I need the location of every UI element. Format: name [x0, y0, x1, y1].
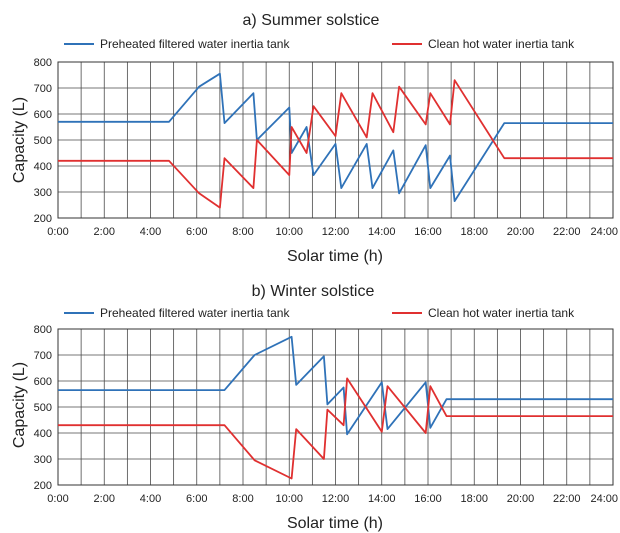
x-tick-label: 0:00: [47, 493, 68, 505]
x-tick-label: 2:00: [94, 226, 115, 238]
x-tick-label: 4:00: [140, 226, 161, 238]
chart-title: a) Summer solstice: [243, 12, 380, 29]
y-tick-label: 800: [34, 324, 52, 336]
x-axis-title: Solar time (h): [287, 248, 383, 265]
x-tick-label: 24:00: [590, 493, 618, 505]
legend-label-clean: Clean hot water inertia tank: [428, 306, 575, 320]
y-axis-title: Capacity (L): [11, 362, 28, 448]
x-tick-label: 8:00: [232, 226, 253, 238]
x-axis-title: Solar time (h): [287, 515, 383, 532]
series-line-clean: [58, 377, 613, 480]
x-tick-label: 6:00: [186, 226, 207, 238]
x-tick-label: 20:00: [507, 226, 535, 238]
chart-winter-solstice: b) Winter solstice Preheated filtered wa…: [11, 283, 618, 532]
x-tick-label: 10:00: [275, 226, 303, 238]
y-tick-label: 600: [34, 109, 52, 121]
x-tick-label: 8:00: [232, 493, 253, 505]
x-tick-label: 0:00: [47, 226, 68, 238]
x-tick-label: 18:00: [460, 226, 488, 238]
chart-summer-solstice: a) Summer solstice Preheated filtered wa…: [11, 12, 618, 265]
series-line-preheated: [58, 72, 613, 203]
y-tick-label: 800: [34, 57, 52, 69]
y-tick-label: 400: [34, 161, 52, 173]
y-tick-label: 300: [34, 454, 52, 466]
plot-area: 200 300 400 500 600 700 800 0:00 2:00 4:00 6:00 8:0…: [34, 324, 618, 505]
x-tick-label: 12:00: [322, 226, 350, 238]
x-tick-label: 14:00: [368, 493, 396, 505]
y-tick-label: 600: [34, 376, 52, 388]
x-tick-label: 12:00: [322, 493, 350, 505]
y-tick-label: 500: [34, 135, 52, 147]
y-tick-label: 700: [34, 350, 52, 362]
x-tick-label: 14:00: [368, 226, 396, 238]
plot-border: [57, 61, 614, 219]
x-tick-label: 6:00: [186, 493, 207, 505]
x-tick-label: 4:00: [140, 493, 161, 505]
series-line-preheated: [58, 335, 613, 436]
x-tick-label: 16:00: [414, 226, 442, 238]
y-tick-label: 200: [34, 213, 52, 225]
x-tick-label: 24:00: [590, 226, 618, 238]
chart-title: b) Winter solstice: [252, 283, 375, 300]
x-tick-label: 16:00: [414, 493, 442, 505]
y-tick-label: 400: [34, 428, 52, 440]
y-axis-title: Capacity (L): [11, 97, 28, 183]
x-tick-label: 2:00: [94, 493, 115, 505]
legend-label-clean: Clean hot water inertia tank: [428, 37, 575, 51]
y-tick-label: 200: [34, 480, 52, 492]
y-tick-label: 300: [34, 187, 52, 199]
plot-area: 200 300 400 500 600 700 800 0:00 2:00 4:00 6:00 8:0…: [34, 57, 618, 238]
y-tick-label: 700: [34, 83, 52, 95]
plot-border: [57, 328, 614, 486]
x-tick-label: 22:00: [553, 226, 581, 238]
x-tick-label: 10:00: [275, 493, 303, 505]
series-line-clean: [58, 79, 613, 209]
x-tick-label: 20:00: [507, 493, 535, 505]
legend-label-preheated: Preheated filtered water inertia tank: [100, 306, 290, 320]
legend-label-preheated: Preheated filtered water inertia tank: [100, 37, 290, 51]
x-tick-label: 18:00: [460, 493, 488, 505]
x-tick-label: 22:00: [553, 493, 581, 505]
y-tick-label: 500: [34, 402, 52, 414]
